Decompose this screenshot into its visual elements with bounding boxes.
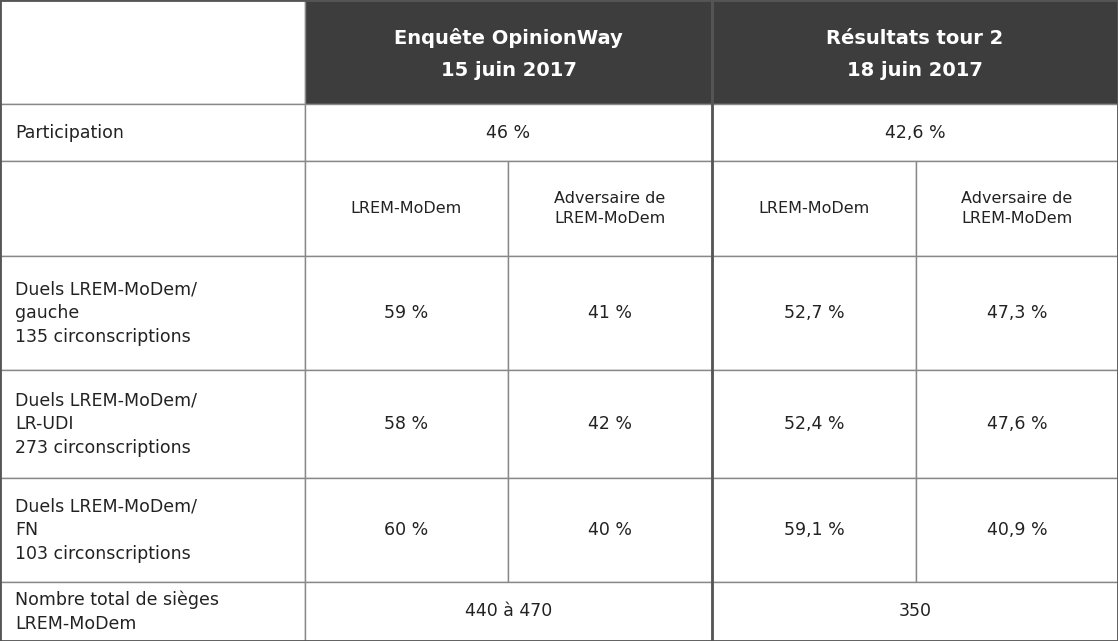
Bar: [305, 0, 712, 104]
Text: Duels LREM-MoDem/
gauche
135 circonscriptions: Duels LREM-MoDem/ gauche 135 circonscrip…: [15, 280, 197, 345]
Bar: [0, 582, 305, 641]
Bar: [305, 161, 508, 256]
Bar: [712, 161, 916, 256]
Text: 42 %: 42 %: [588, 415, 632, 433]
Text: Duels LREM-MoDem/
FN
103 circonscriptions: Duels LREM-MoDem/ FN 103 circonscription…: [15, 497, 197, 563]
Text: 52,4 %: 52,4 %: [784, 415, 844, 433]
Text: Adversaire de
LREM-MoDem: Adversaire de LREM-MoDem: [555, 191, 665, 226]
Bar: [0, 0, 305, 104]
Text: 40 %: 40 %: [588, 521, 632, 539]
Bar: [508, 370, 712, 478]
Text: 41 %: 41 %: [588, 304, 632, 322]
Text: 59,1 %: 59,1 %: [784, 521, 844, 539]
Text: LREM-MoDem: LREM-MoDem: [758, 201, 870, 216]
Text: 47,3 %: 47,3 %: [987, 304, 1048, 322]
Text: 46 %: 46 %: [486, 124, 531, 142]
Bar: [0, 104, 305, 161]
Bar: [916, 370, 1118, 478]
Text: 18 juin 2017: 18 juin 2017: [847, 60, 983, 79]
Bar: [712, 582, 1118, 641]
Bar: [712, 104, 1118, 161]
Text: 15 juin 2017: 15 juin 2017: [440, 60, 577, 79]
Bar: [0, 256, 305, 370]
Text: Duels LREM-MoDem/
LR-UDI
273 circonscriptions: Duels LREM-MoDem/ LR-UDI 273 circonscrip…: [15, 392, 197, 456]
Text: 440 à 470: 440 à 470: [465, 603, 552, 620]
Text: 58 %: 58 %: [385, 415, 428, 433]
Bar: [0, 161, 305, 256]
Bar: [712, 256, 916, 370]
Text: Participation: Participation: [15, 124, 124, 142]
Bar: [712, 478, 916, 582]
Bar: [305, 256, 508, 370]
Bar: [0, 478, 305, 582]
Text: Nombre total de sièges
LREM-MoDem: Nombre total de sièges LREM-MoDem: [15, 590, 219, 633]
Bar: [508, 161, 712, 256]
Bar: [508, 478, 712, 582]
Text: 47,6 %: 47,6 %: [987, 415, 1048, 433]
Text: LREM-MoDem: LREM-MoDem: [351, 201, 462, 216]
Text: 59 %: 59 %: [385, 304, 428, 322]
Text: 350: 350: [899, 603, 931, 620]
Bar: [0, 370, 305, 478]
Text: Résultats tour 2: Résultats tour 2: [826, 28, 1004, 47]
Text: Adversaire de
LREM-MoDem: Adversaire de LREM-MoDem: [961, 191, 1072, 226]
Bar: [305, 370, 508, 478]
Bar: [916, 478, 1118, 582]
Bar: [916, 161, 1118, 256]
Text: 52,7 %: 52,7 %: [784, 304, 844, 322]
Text: Enquête OpinionWay: Enquête OpinionWay: [395, 28, 623, 48]
Bar: [305, 104, 712, 161]
Text: 40,9 %: 40,9 %: [987, 521, 1048, 539]
Bar: [305, 582, 712, 641]
Text: 42,6 %: 42,6 %: [884, 124, 946, 142]
Text: 60 %: 60 %: [385, 521, 428, 539]
Bar: [916, 256, 1118, 370]
Bar: [305, 478, 508, 582]
Bar: [712, 370, 916, 478]
Bar: [712, 0, 1118, 104]
Bar: [508, 256, 712, 370]
